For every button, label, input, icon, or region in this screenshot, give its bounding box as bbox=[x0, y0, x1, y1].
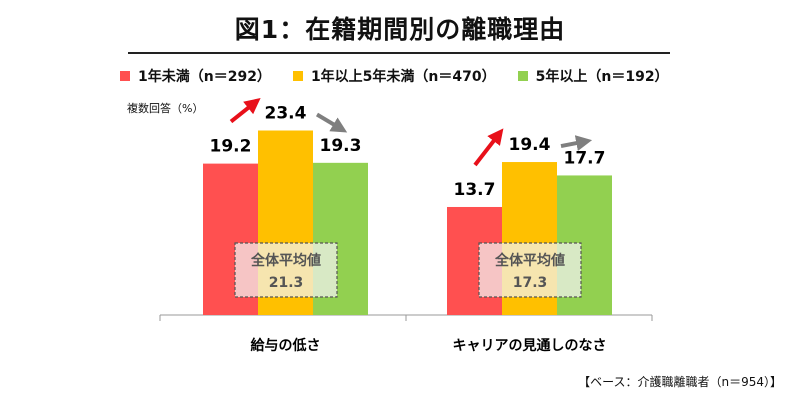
legend-item: 5年以上（n＝192） bbox=[517, 66, 669, 86]
data-label: 19.2 bbox=[210, 137, 252, 157]
average-value: 17.3 bbox=[513, 275, 548, 291]
data-label: 23.4 bbox=[265, 104, 307, 124]
data-label: 17.7 bbox=[564, 148, 606, 168]
trend-arrow bbox=[315, 112, 348, 133]
category-label: キャリアの見通しのなさ bbox=[453, 338, 607, 354]
average-box bbox=[234, 242, 338, 298]
data-label: 19.3 bbox=[320, 136, 362, 156]
data-label: 19.4 bbox=[509, 135, 551, 155]
average-box bbox=[478, 242, 582, 298]
average-value: 21.3 bbox=[269, 275, 304, 291]
legend-swatch bbox=[292, 71, 303, 81]
trend-arrow bbox=[229, 98, 261, 124]
legend-swatch bbox=[517, 71, 528, 81]
average-label: 全体平均値 bbox=[250, 252, 321, 269]
legend-label: 1年未満（n＝292） bbox=[138, 69, 271, 85]
legend: 1年未満（n＝292） 1年以上5年未満（n＝470） 5年以上（n＝192） bbox=[120, 64, 691, 88]
category-label: 給与の低さ bbox=[251, 337, 321, 354]
average-label: 全体平均値 bbox=[494, 252, 565, 269]
legend-item: 1年以上5年未満（n＝470） bbox=[292, 66, 496, 86]
chart-title: 図1：在籍期間別の離職理由 bbox=[234, 15, 566, 44]
legend-item: 1年未満（n＝292） bbox=[120, 66, 271, 86]
legend-swatch bbox=[120, 71, 130, 81]
footnote: 【ベース：介護職離職者（n＝954）】 bbox=[578, 375, 782, 389]
legend-label: 1年以上5年未満（n＝470） bbox=[310, 69, 496, 85]
trend-arrow bbox=[473, 128, 504, 167]
data-label: 13.7 bbox=[454, 180, 496, 200]
y-axis-label: 複数回答（%） bbox=[127, 102, 204, 115]
title-underline bbox=[128, 52, 670, 54]
legend-label: 5年以上（n＝192） bbox=[535, 69, 669, 85]
trend-arrow bbox=[560, 135, 593, 151]
